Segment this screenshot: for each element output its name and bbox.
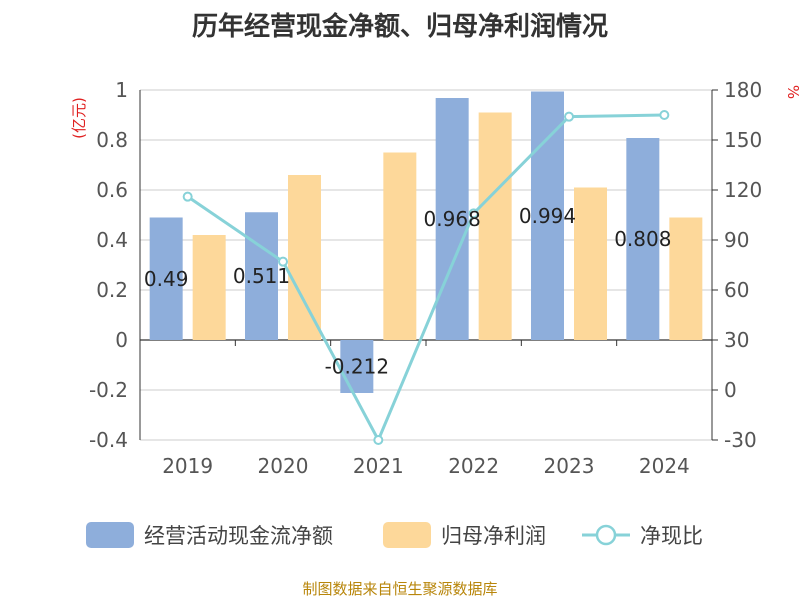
right-tick-label: 180	[724, 78, 762, 102]
right-axis-unit: %	[784, 85, 800, 99]
legend-label-net-profit: 归母净利润	[441, 524, 546, 548]
legend-swatch-cashflow	[86, 522, 134, 548]
data-label: 0.511	[233, 264, 290, 288]
line-point	[659, 110, 670, 120]
right-tick-label: 30	[724, 328, 749, 352]
x-tick-label: 2020	[258, 454, 309, 478]
bar-net-profit	[478, 112, 512, 340]
bar-cashflow	[340, 340, 374, 393]
legend-swatch-net-profit	[383, 522, 431, 548]
data-label: 0.49	[144, 267, 189, 291]
right-tick-label: 0	[724, 378, 737, 402]
chart-title: 历年经营现金净额、归母净利润情况	[191, 12, 608, 42]
data-label: 0.968	[424, 207, 481, 231]
bar-cashflow	[245, 212, 278, 340]
line-point	[278, 256, 288, 267]
left-tick-label: 0.2	[96, 278, 128, 302]
x-tick-label: 2021	[353, 454, 404, 478]
data-label: 0.994	[519, 204, 576, 228]
bar-net-profit	[288, 175, 321, 340]
left-tick-label: 1	[115, 78, 128, 102]
right-tick-label: -30	[724, 428, 757, 452]
data-label: 0.808	[614, 227, 671, 251]
line-point	[182, 191, 193, 202]
data-label: -0.212	[325, 355, 389, 379]
x-tick-label: 2023	[544, 454, 595, 478]
left-tick-label: 0.8	[96, 128, 128, 152]
left-tick-label: 0.6	[96, 178, 128, 202]
x-tick-label: 2022	[448, 454, 499, 478]
line-point	[468, 208, 479, 219]
x-tick-label: 2024	[639, 454, 690, 478]
legend-marker-cash-ratio	[595, 524, 617, 546]
left-tick-label: 0.4	[96, 228, 128, 252]
right-tick-label: 60	[724, 278, 749, 302]
line-point	[564, 111, 574, 122]
bar-net-profit	[574, 187, 607, 340]
legend-label-cash-ratio: 净现比	[640, 524, 703, 548]
line-point	[373, 435, 384, 445]
x-tick-label: 2019	[162, 454, 213, 478]
left-axis-unit: (亿元)	[70, 97, 88, 139]
right-tick-label: 90	[724, 228, 749, 252]
line-cash-ratio	[186, 113, 665, 444]
left-tick-label: 0	[115, 328, 128, 352]
legend-label-cashflow: 经营活动现金流净额	[144, 524, 333, 548]
bar-cashflow	[149, 217, 183, 340]
left-tick-label: -0.4	[89, 428, 128, 452]
bar-cashflow	[435, 98, 469, 340]
bar-cashflow	[531, 91, 564, 340]
source-footer: 制图数据来自恒生聚源数据库	[302, 580, 498, 598]
right-tick-label: 120	[724, 178, 762, 202]
bar-net-profit	[192, 235, 226, 340]
left-tick-label: -0.2	[89, 378, 128, 402]
bar-net-profit	[669, 217, 703, 340]
right-tick-label: 150	[724, 128, 762, 152]
bar-cashflow	[626, 138, 660, 340]
bar-net-profit	[383, 152, 417, 340]
